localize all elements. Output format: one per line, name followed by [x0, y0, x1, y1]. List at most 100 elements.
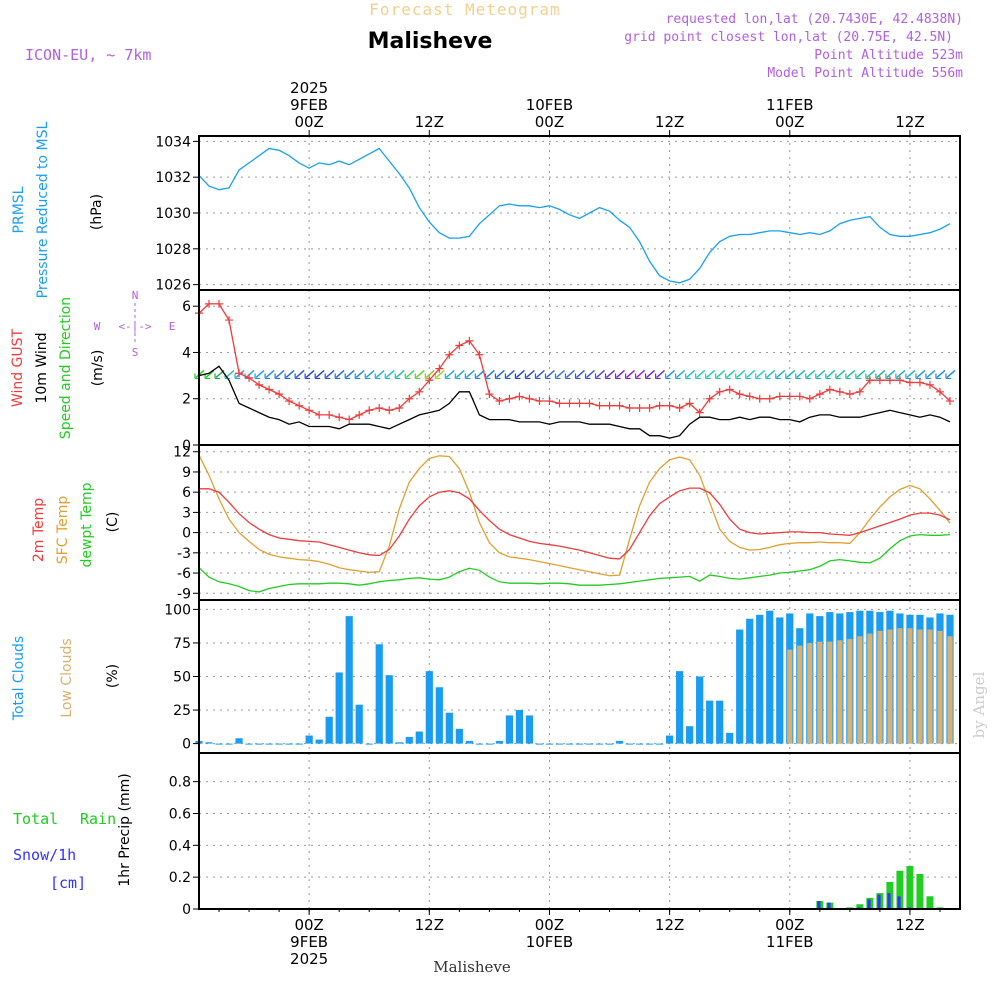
wind-barb-arrow [484, 369, 495, 380]
total-cloud-bar [756, 614, 764, 744]
y-tick-label: 1030 [155, 206, 191, 222]
wind-gust-marker [595, 401, 604, 410]
total-cloud-bar [726, 732, 734, 744]
wind-gust-marker [235, 369, 244, 378]
dewpoint-line [198, 533, 951, 593]
total-cloud-bar [205, 742, 213, 744]
low-cloud-bar [837, 640, 843, 744]
pressure-label-msl: Pressure Reduced to MSL [35, 121, 51, 298]
wind-barb-arrow [655, 369, 666, 380]
total-cloud-bar [255, 743, 263, 745]
wind-barb-shaft [626, 369, 636, 378]
y-tick-label: -6 [177, 566, 191, 582]
wind-barb-head [524, 373, 531, 380]
wind-barb-head [644, 373, 651, 380]
low-cloud-bar [907, 628, 913, 744]
wind-barb-shaft [716, 369, 726, 378]
sfc-temp-label: SFC Temp [55, 496, 71, 565]
total-cloud-bar [736, 629, 744, 744]
wind-gust-marker [885, 376, 894, 385]
temp2m-line [199, 487, 951, 560]
low-cloud-bar [947, 636, 953, 744]
wind-gust-marker [755, 394, 764, 403]
wind-barb-head [384, 373, 391, 380]
wind-barb-head [474, 373, 481, 380]
snow-bar [887, 893, 891, 909]
low-cloud-bar [927, 629, 933, 744]
wind-gust-marker [225, 316, 234, 325]
wind-barb-shaft [265, 369, 275, 378]
wind-barb-arrow [464, 369, 475, 380]
total-cloud-bar [555, 743, 564, 745]
wind-gust-marker [245, 373, 254, 382]
total-cloud-bar [656, 743, 664, 745]
wind-gust-marker [425, 376, 434, 385]
panel-frame [198, 444, 961, 601]
wind-barb-head [805, 373, 811, 380]
wind-barb-shaft [255, 369, 265, 378]
y-tick-label: 12 [173, 445, 191, 461]
total-cloud-bar [265, 743, 273, 745]
x-label-bottom: 2025 [290, 950, 328, 968]
wind-gust-marker [405, 394, 414, 403]
pressure-labels: PRMSL Pressure Reduced to MSL (hPa) [11, 121, 105, 298]
wind-barb-shaft [245, 369, 255, 378]
wind-barb-head [735, 373, 741, 380]
model-name: ICON-EU, ~ 7km [25, 46, 151, 64]
wind-gust-marker [315, 410, 324, 419]
precip-rain-label: Rain [80, 810, 116, 828]
temperature-labels: 2m Temp SFC Temp dewpt Temp (C) [31, 482, 121, 567]
wind-barb-head [745, 373, 751, 380]
wind-barb-arrow [414, 369, 425, 380]
wind-barb-shaft [556, 369, 565, 378]
compass-south: S [132, 346, 139, 359]
wind-barb-head [544, 373, 551, 380]
compass-rose: N S W E <-|-> [94, 289, 176, 359]
wind-barb-shaft [936, 369, 946, 378]
y-tick-label: 0.6 [169, 806, 191, 822]
y-tick-label: -9 [177, 586, 191, 602]
wind-gust-marker [455, 341, 464, 350]
wind-barb-head [785, 373, 791, 380]
wind-barb-arrow [905, 369, 916, 380]
wind-barb-head [534, 373, 541, 380]
total-cloud-bar [325, 716, 333, 744]
wind-barb-head [314, 373, 321, 380]
y-tick-label: 50 [173, 670, 191, 686]
wind-gust-marker [325, 410, 334, 419]
wind-labels: Wind GUST 10m Wind Speed and Direction (… [10, 289, 175, 439]
wind-barb-head [414, 373, 421, 380]
gridpoint-coordinates: grid point closest lon,lat (20.75E, 42.5… [624, 30, 953, 45]
compass-north: N [132, 289, 139, 302]
total-cloud-bar [676, 671, 684, 744]
total-cloud-bar [465, 740, 473, 744]
wind-barb-arrow [845, 369, 856, 380]
y-tick-label: 2 [182, 392, 191, 408]
total-cloud-bar [635, 743, 644, 745]
wind-barb-arrow [715, 369, 726, 380]
footer-location: Malisheve [433, 958, 511, 976]
low-cloud-bar [877, 630, 883, 744]
wind-gust-marker [465, 336, 474, 345]
y-tick-label: 6 [182, 299, 191, 315]
wind-barb-shaft [916, 369, 926, 378]
wind-barb-shaft [445, 369, 455, 378]
wind-gust-marker [945, 397, 954, 406]
wind-barb-arrow [634, 369, 646, 380]
total-cloud-bar [515, 710, 524, 744]
wind-gust-line [198, 303, 951, 421]
wind-barb-shaft [866, 369, 876, 378]
total-cloud-bar [405, 736, 413, 744]
wind-barb-head [454, 373, 461, 380]
wind-gust-marker [385, 406, 394, 415]
wind-barb-arrow [434, 369, 445, 380]
wind-gust-label: Wind GUST [10, 328, 26, 407]
total-cloud-bar [605, 743, 614, 745]
total-cloud-bar [666, 735, 674, 744]
wind-barb-shaft [766, 369, 776, 378]
total-cloud-bar [475, 743, 483, 745]
wind-gust-marker [485, 390, 494, 399]
low-cloud-bar [847, 638, 853, 744]
precip-axis-label: 1hr Precip (mm) [117, 773, 133, 886]
wind-barb-shaft [485, 369, 495, 378]
